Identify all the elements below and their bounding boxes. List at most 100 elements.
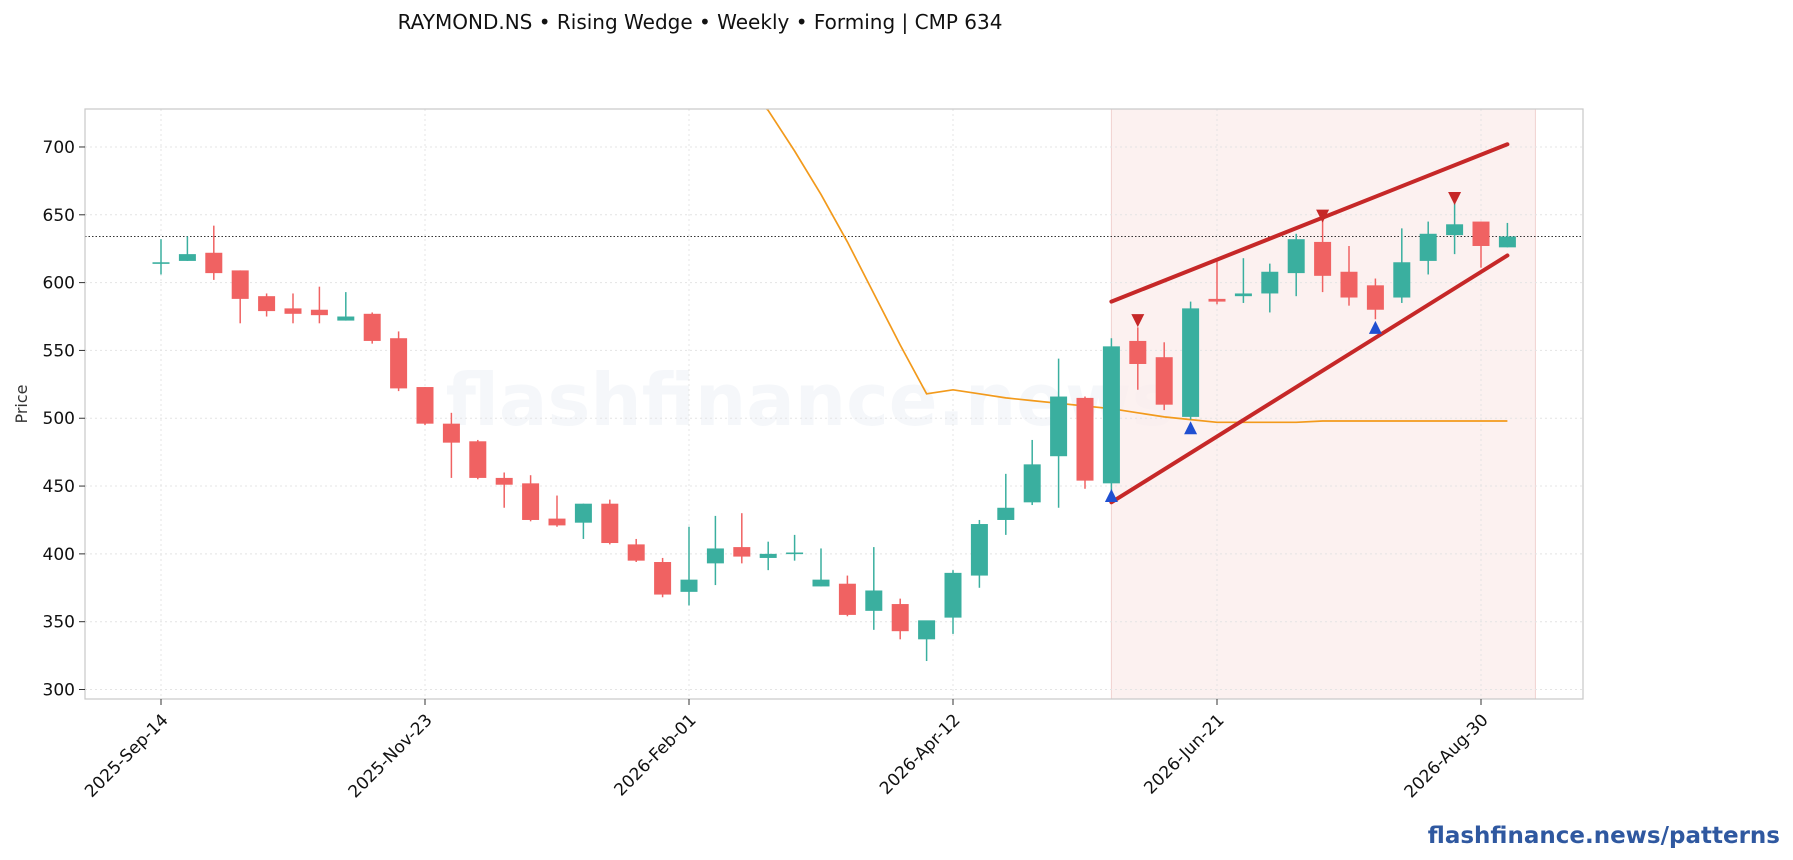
candle <box>442 412 460 478</box>
candle <box>1155 342 1173 411</box>
candle-body <box>1472 221 1490 246</box>
pattern-zone <box>1111 109 1536 699</box>
candle <box>416 387 434 426</box>
candle-body <box>1419 233 1437 261</box>
candle-body <box>1261 271 1279 294</box>
pivot-low-marker <box>1368 320 1382 334</box>
candle <box>1076 396 1094 489</box>
candle-body <box>1287 239 1305 274</box>
candle <box>574 503 592 539</box>
candle-body <box>1366 285 1384 310</box>
candle <box>548 495 566 527</box>
candle-body <box>1182 308 1200 417</box>
candle-body <box>442 423 460 443</box>
candle <box>1446 201 1464 255</box>
y-tick-label: 650 <box>43 206 75 226</box>
candle-body <box>416 387 434 424</box>
pivot-low-marker <box>1104 489 1118 503</box>
candle <box>152 239 170 275</box>
candle-body <box>178 254 196 261</box>
candle-body <box>1314 241 1332 276</box>
candle-body <box>390 338 408 389</box>
candle <box>1498 222 1516 248</box>
candle <box>1023 439 1041 506</box>
candle <box>1472 221 1490 268</box>
candle-body <box>152 262 170 264</box>
candle-body <box>838 583 856 615</box>
chart-title: RAYMOND.NS • Rising Wedge • Weekly • For… <box>398 10 1003 34</box>
candle <box>918 620 936 662</box>
y-tick-label: 350 <box>43 613 75 633</box>
y-tick-label: 400 <box>43 545 75 565</box>
candle <box>337 292 355 321</box>
moving-average-line <box>765 109 1508 424</box>
candle <box>759 541 777 571</box>
x-tick-label: 2026-Jun-21 <box>1140 710 1228 798</box>
candle <box>627 538 645 563</box>
candle <box>1182 301 1200 420</box>
candle-body <box>337 316 355 321</box>
wedge-lower-line <box>1109 253 1510 505</box>
y-tick-label: 600 <box>43 274 75 294</box>
candle <box>205 225 223 280</box>
y-tick-label: 550 <box>43 341 75 361</box>
y-tick-label: 300 <box>43 681 75 701</box>
candle <box>733 513 751 564</box>
candle-body <box>231 270 249 299</box>
candle <box>522 475 540 522</box>
x-tick-label: 2025-Nov-23 <box>345 710 437 802</box>
candle-body <box>205 252 223 274</box>
pivot-high-marker <box>1448 192 1462 206</box>
wedge-upper-line <box>1109 142 1510 304</box>
candle <box>1208 260 1226 305</box>
candle <box>258 293 276 317</box>
candle <box>944 570 962 634</box>
candle <box>231 270 249 324</box>
candle-body <box>495 477 513 485</box>
candle <box>310 286 328 324</box>
candle <box>1393 228 1411 303</box>
candle-body <box>1102 346 1120 484</box>
y-tick-label: 700 <box>43 138 75 158</box>
pivot-high-marker <box>1131 314 1145 328</box>
candle-body <box>1234 293 1252 297</box>
candle <box>812 548 830 587</box>
candle <box>706 515 724 586</box>
candle <box>865 547 883 630</box>
candle-body <box>970 524 988 576</box>
candle <box>786 534 804 561</box>
candle-body <box>891 604 909 632</box>
candle-body <box>1340 271 1358 298</box>
candle-body <box>1393 262 1411 298</box>
x-tick-label: 2026-Aug-30 <box>1401 710 1493 802</box>
candle <box>1314 214 1332 293</box>
candle-body <box>865 590 883 611</box>
candle-body <box>680 579 698 592</box>
candle-body <box>812 579 830 587</box>
candle <box>178 236 196 261</box>
y-tick-label: 500 <box>43 409 75 429</box>
candle-body <box>522 483 540 520</box>
candle-body <box>786 552 804 555</box>
candle-body <box>706 548 724 564</box>
candle <box>1287 233 1305 297</box>
pivot-low-marker <box>1184 421 1198 435</box>
candle-body <box>1208 298 1226 302</box>
candle-body <box>363 313 381 341</box>
x-tick-label: 2026-Feb-01 <box>611 710 701 800</box>
candle <box>469 439 487 480</box>
candle <box>1366 278 1384 320</box>
candle-body <box>284 308 302 314</box>
candle <box>495 472 513 508</box>
candle <box>1102 338 1120 492</box>
candle-body <box>548 518 566 526</box>
candle <box>1261 263 1279 313</box>
plot-frame <box>84 108 1584 700</box>
candle-body <box>1129 340 1147 364</box>
candle <box>1234 258 1252 303</box>
y-tick-label: 450 <box>43 477 75 497</box>
candle <box>891 598 909 640</box>
candle <box>997 473 1015 535</box>
brand-link[interactable]: flashfinance.news/patterns <box>1428 823 1780 849</box>
